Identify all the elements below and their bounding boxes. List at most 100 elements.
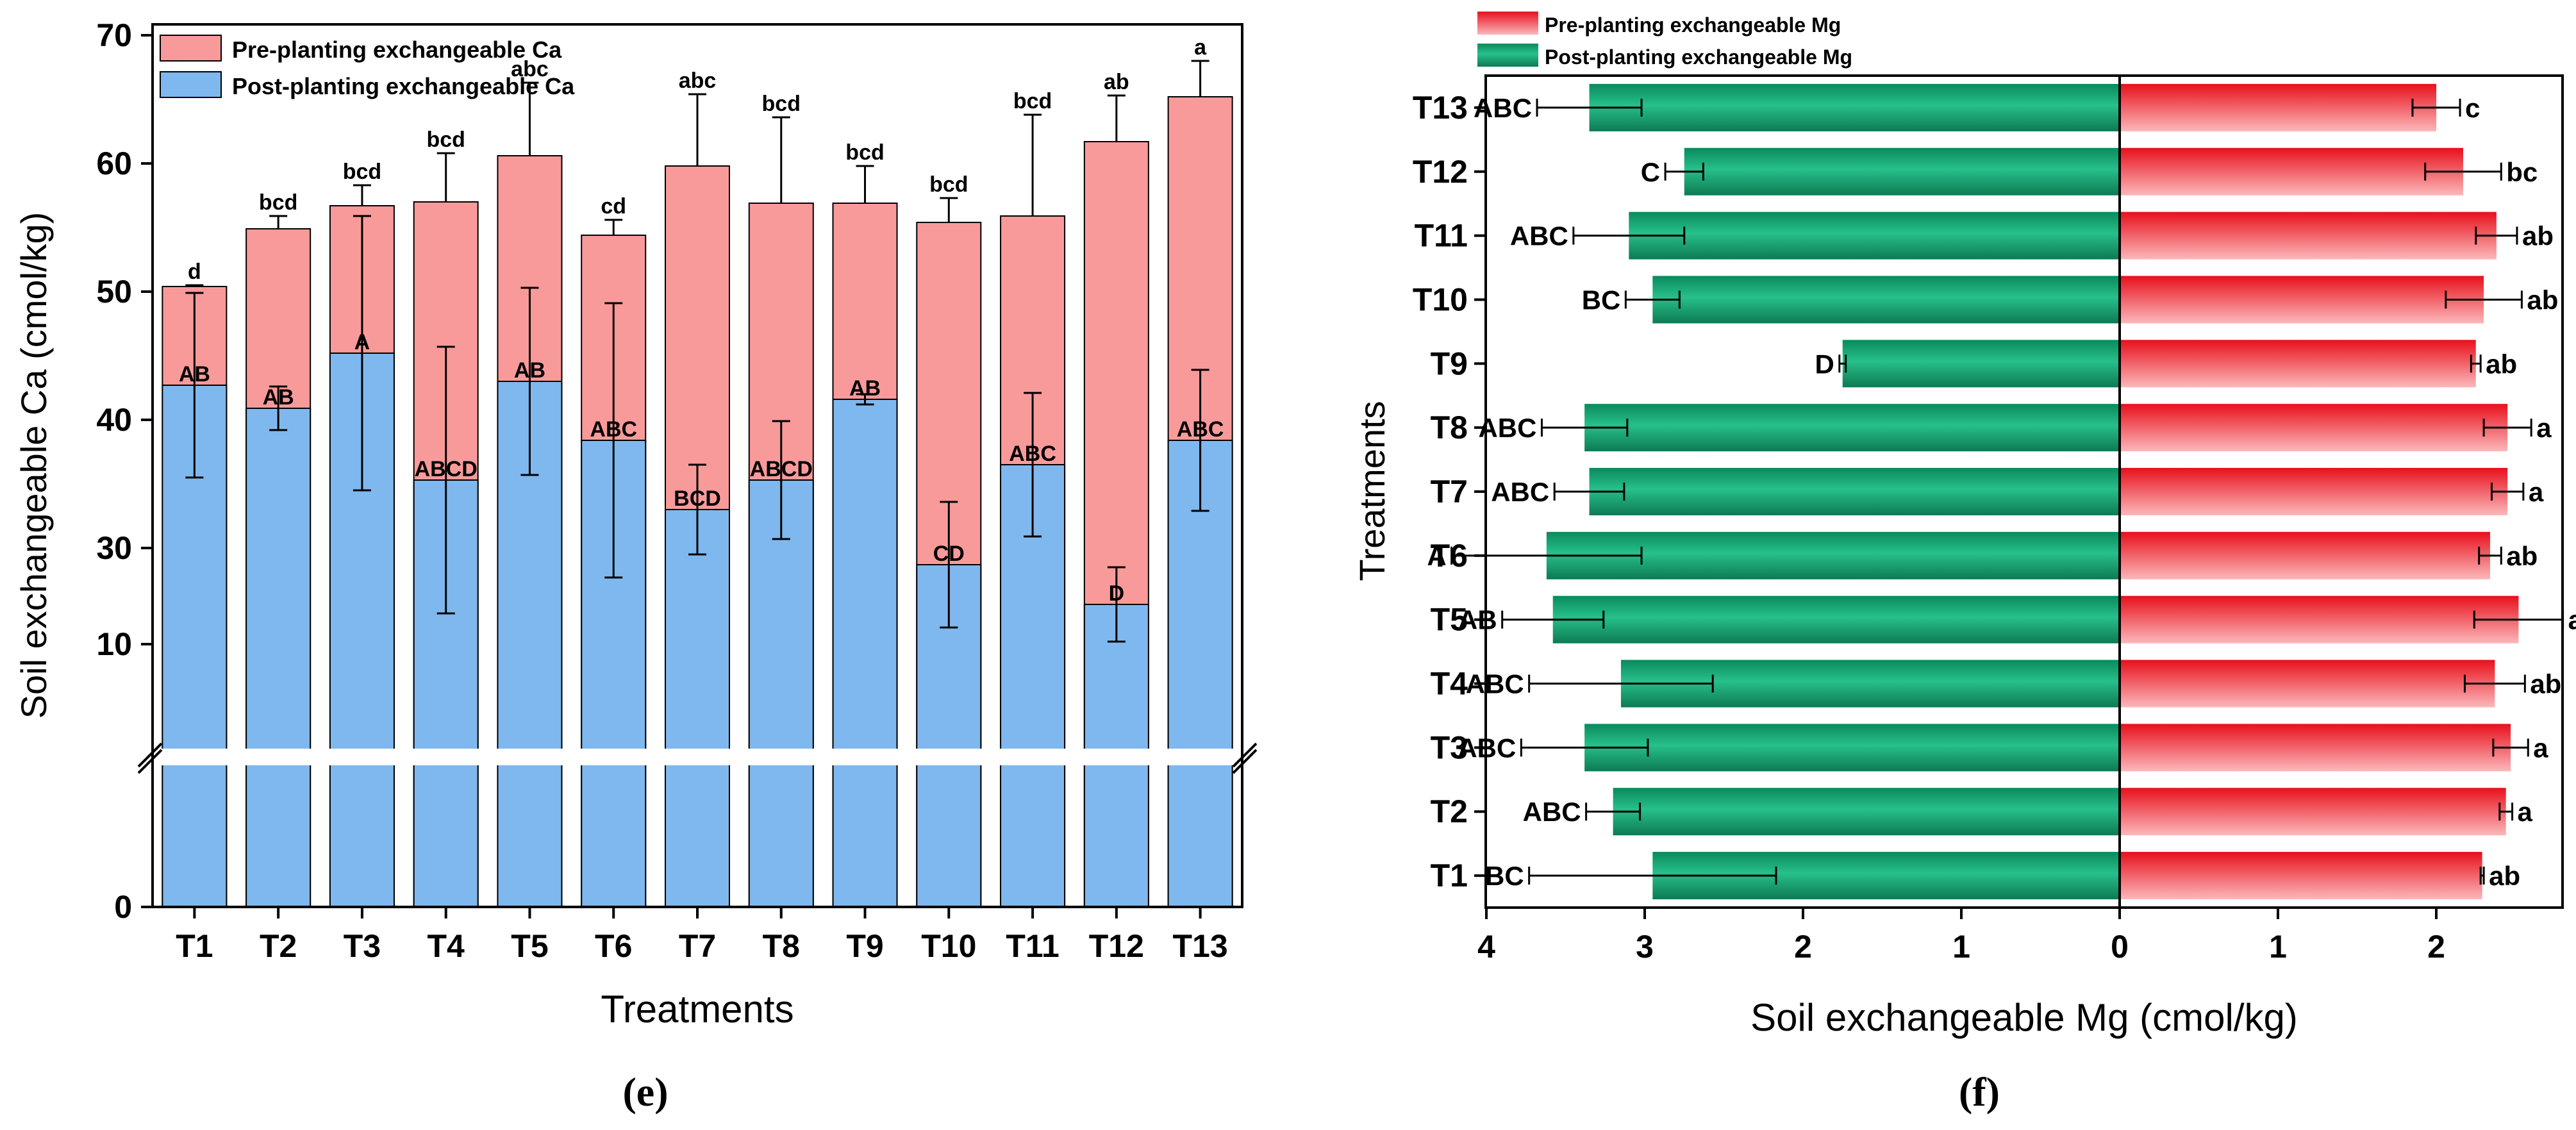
f-sig-label-post-T2: ABC [1523, 797, 1581, 827]
e-sig-label-post-T8: ABCD [750, 457, 813, 481]
e-xtick-label-T3: T3 [344, 928, 381, 964]
e-legend-swatch-pre [160, 35, 222, 62]
f-bar-pre-T2 [2120, 788, 2506, 836]
f-xtick-label-3: 1 [1952, 929, 1970, 965]
e-xtick-label-T1: T1 [176, 928, 213, 964]
e-sig-label-pre-T3: bcd [343, 160, 381, 184]
f-legend: Pre-planting exchangeable Mg Post-planti… [1477, 12, 1852, 69]
e-y-axis-label: Soil exchangeable Ca (cmol/kg) [13, 212, 54, 719]
f-xtick-label-4: 0 [2111, 929, 2129, 965]
e-y-ticks: 0 10 30 40 50 60 70 [96, 17, 153, 925]
e-sig-label-post-T4: ABCD [415, 457, 478, 481]
f-x-ticks: 43210123 [1477, 908, 2445, 965]
f-xtick-label-5: 1 [2269, 929, 2287, 965]
e-xtick-label-T7: T7 [679, 928, 716, 964]
f-bar-post-T7 [1589, 468, 2120, 515]
e-sig-label-post-T6: ABC [590, 417, 637, 442]
f-sig-label-pre-T1: ab [2489, 861, 2520, 891]
f-sig-label-post-T7: ABC [1491, 477, 1549, 507]
f-bar-pre-T6 [2120, 531, 2490, 579]
f-bar-pre-T5 [2120, 595, 2519, 644]
e-bar-post-T2 [245, 408, 312, 908]
f-legend-swatch-pre [1477, 12, 1538, 35]
e-sig-label-post-T7: BCD [674, 486, 721, 511]
e-xtick-label-T12: T12 [1089, 928, 1144, 964]
f-sig-label-pre-T4: ab [2530, 669, 2561, 699]
e-break-mark-left-2 [137, 749, 163, 774]
f-sig-label-post-T9: D [1815, 349, 1834, 379]
e-sig-label-post-T12: D [1109, 581, 1125, 606]
e-break-mark-left-1 [137, 742, 163, 768]
f-sig-label-post-T6: A [1427, 541, 1446, 571]
e-sig-label-post-T9: AB [849, 376, 881, 401]
e-sig-label-pre-T2: bcd [259, 190, 297, 215]
f-sig-label-post-T12: C [1641, 157, 1660, 187]
e-x-ticks: T1 T2 T3 T4 T5 T6 T7 T8 T9 T10 T11 T12 T13 [176, 907, 1228, 964]
e-ytick-label-30: 30 [96, 530, 132, 566]
f-ytick-label-T13: T13 [1413, 90, 1468, 126]
f-sig-label-post-T10: BC [1582, 285, 1621, 315]
f-ytick-label-T4: T4 [1431, 666, 1468, 702]
f-ytick-label-T2: T2 [1431, 793, 1468, 829]
e-legend-label-pre: Pre-planting exchangeable Ca [232, 37, 562, 63]
e-axis-break [120, 742, 1274, 774]
e-break-mark-right-2 [1232, 749, 1258, 774]
e-sig-label-post-T2: AB [263, 385, 294, 410]
f-bar-post-T10 [1652, 276, 2120, 324]
e-xtick-label-T5: T5 [511, 928, 548, 964]
e-sig-label-pre-T10: bcd [929, 172, 968, 197]
f-bar-post-T5 [1552, 595, 2120, 644]
e-legend-swatch-post [160, 71, 222, 98]
f-bar-post-T12 [1684, 147, 2120, 195]
f-sig-label-pre-T2: a [2518, 797, 2533, 827]
e-sig-label-pre-T8: bcd [762, 92, 801, 116]
f-bar-pre-T10 [2120, 276, 2484, 324]
f-sig-label-pre-T5: a [2568, 605, 2576, 635]
f-bar-pre-T12 [2120, 147, 2463, 195]
e-break-band [120, 749, 1274, 765]
e-xtick-label-T13: T13 [1173, 928, 1228, 964]
e-sig-label-pre-T6: cd [601, 194, 626, 219]
f-xtick-label-0: 4 [1477, 929, 1495, 965]
e-ytick-label-70: 70 [96, 17, 132, 53]
f-bar-pre-T3 [2120, 724, 2511, 772]
e-xtick-label-T8: T8 [763, 928, 800, 964]
f-xtick-label-1: 3 [1636, 929, 1654, 965]
f-panel-label: (f) [1959, 1069, 2000, 1115]
e-break-mark-right-1 [1232, 742, 1258, 768]
e-bar-post-T8 [748, 479, 814, 908]
e-sig-label-pre-T5: abc [511, 57, 549, 81]
e-sig-label-pre-T13: a [1194, 35, 1207, 60]
f-ytick-label-T5: T5 [1431, 602, 1468, 638]
e-xtick-label-T4: T4 [428, 928, 465, 964]
f-sig-label-pre-T12: bc [2506, 157, 2538, 187]
e-x-axis-label: Treatments [601, 988, 794, 1031]
e-xtick-label-T2: T2 [260, 928, 297, 964]
e-xtick-label-T6: T6 [595, 928, 632, 964]
f-sig-label-post-T1: BC [1485, 861, 1524, 891]
f-sig-label-pre-T10: ab [2527, 285, 2558, 315]
f-bar-pre-T9 [2120, 340, 2476, 388]
f-ytick-label-T1: T1 [1431, 858, 1468, 893]
f-xtick-label-2: 2 [1794, 929, 1812, 965]
e-panel-label: (e) [622, 1069, 668, 1115]
f-sig-label-pre-T11: ab [2522, 221, 2554, 251]
f-ytick-label-T8: T8 [1431, 410, 1468, 445]
f-ytick-label-T12: T12 [1413, 154, 1468, 190]
f-ytick-label-T3: T3 [1431, 729, 1468, 765]
e-ytick-label-40: 40 [96, 402, 132, 438]
e-ytick-label-0: 0 [114, 889, 132, 925]
e-sig-label-pre-T7: abc [679, 69, 717, 93]
f-sig-label-post-T8: ABC [1478, 413, 1536, 443]
f-legend-label-post: Post-planting exchangeable Mg [1545, 46, 1852, 69]
e-ytick-label-50: 50 [96, 274, 132, 310]
e-sig-label-post-T5: AB [514, 358, 545, 383]
f-bar-post-T8 [1584, 404, 2120, 452]
f-ytick-label-T6: T6 [1431, 538, 1468, 574]
e-xtick-label-T10: T10 [921, 928, 976, 964]
f-bar-post-T2 [1613, 788, 2120, 836]
f-xtick-label-6: 2 [2427, 929, 2445, 965]
